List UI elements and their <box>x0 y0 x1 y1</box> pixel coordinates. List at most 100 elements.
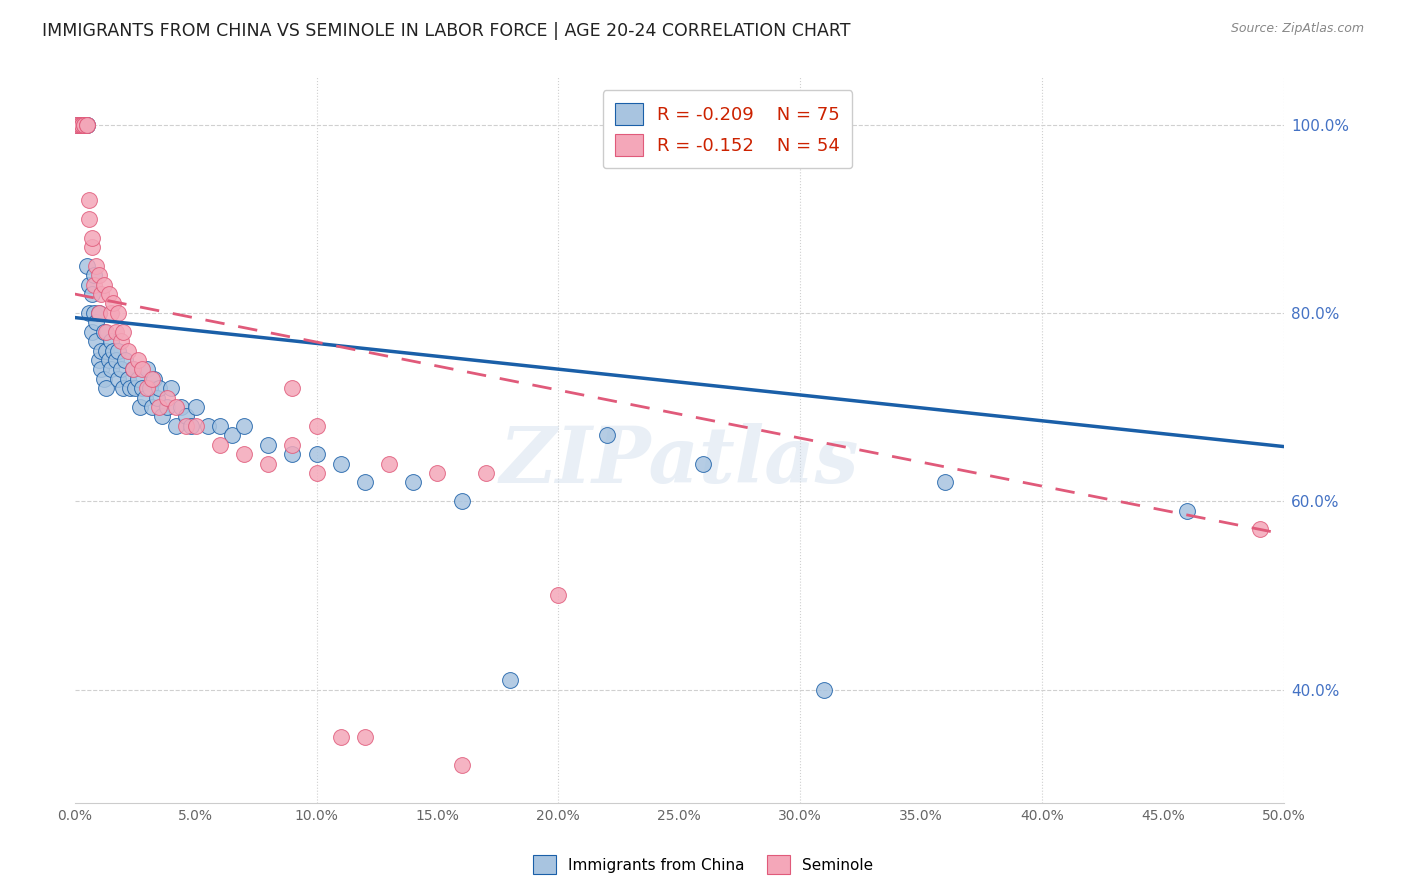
Point <box>73 118 96 132</box>
Point <box>94 343 117 358</box>
Point <box>281 447 304 461</box>
Point <box>329 730 352 744</box>
Point <box>90 343 112 358</box>
Point <box>184 400 207 414</box>
Point <box>76 118 98 132</box>
Point <box>121 362 143 376</box>
Point <box>80 230 103 244</box>
Point <box>155 391 177 405</box>
Point <box>121 362 143 376</box>
Point <box>208 438 231 452</box>
Point <box>104 353 127 368</box>
Point <box>134 391 156 405</box>
Point <box>136 362 159 376</box>
Point <box>93 372 115 386</box>
Point <box>354 475 377 490</box>
Point <box>93 277 115 292</box>
Point <box>180 418 202 433</box>
Point <box>120 381 142 395</box>
Point <box>69 118 91 132</box>
Point <box>114 353 136 368</box>
Text: ZIPatlas: ZIPatlas <box>499 424 859 500</box>
Point <box>73 118 96 132</box>
Point <box>87 268 110 283</box>
Point <box>69 118 91 132</box>
Point <box>77 211 100 226</box>
Point <box>127 353 149 368</box>
Point <box>107 306 129 320</box>
Point <box>66 118 89 132</box>
Point <box>475 466 498 480</box>
Point <box>73 118 96 132</box>
Point <box>233 447 256 461</box>
Point <box>103 343 125 358</box>
Point <box>402 475 425 490</box>
Point <box>80 287 103 301</box>
Text: IMMIGRANTS FROM CHINA VS SEMINOLE IN LABOR FORCE | AGE 20-24 CORRELATION CHART: IMMIGRANTS FROM CHINA VS SEMINOLE IN LAB… <box>42 22 851 40</box>
Point <box>93 325 115 339</box>
Point <box>87 353 110 368</box>
Point <box>174 409 197 424</box>
Point <box>233 418 256 433</box>
Point <box>70 118 93 132</box>
Point <box>155 400 177 414</box>
Point <box>426 466 449 480</box>
Point <box>221 428 243 442</box>
Point <box>170 400 193 414</box>
Legend: R = -0.209    N = 75, R = -0.152    N = 54: R = -0.209 N = 75, R = -0.152 N = 54 <box>603 90 852 169</box>
Point <box>70 118 93 132</box>
Point <box>107 343 129 358</box>
Point <box>83 268 105 283</box>
Point <box>378 457 401 471</box>
Point <box>90 287 112 301</box>
Point <box>94 325 117 339</box>
Point <box>127 372 149 386</box>
Point <box>354 730 377 744</box>
Point <box>100 306 122 320</box>
Point <box>90 362 112 376</box>
Point <box>77 277 100 292</box>
Point <box>80 325 103 339</box>
Point <box>160 381 183 395</box>
Point <box>107 372 129 386</box>
Point <box>305 447 328 461</box>
Point <box>131 381 153 395</box>
Point <box>76 259 98 273</box>
Point <box>87 306 110 320</box>
Point <box>596 428 619 442</box>
Point <box>100 334 122 348</box>
Point <box>110 334 132 348</box>
Point <box>141 372 163 386</box>
Point <box>94 381 117 395</box>
Point <box>143 372 166 386</box>
Point <box>136 381 159 395</box>
Point <box>499 673 522 687</box>
Point <box>86 259 108 273</box>
Point <box>100 362 122 376</box>
Point <box>305 418 328 433</box>
Point <box>69 118 91 132</box>
Point <box>83 277 105 292</box>
Point <box>86 315 108 329</box>
Point <box>87 306 110 320</box>
Point <box>450 757 472 772</box>
Point <box>141 400 163 414</box>
Point <box>131 362 153 376</box>
Point <box>329 457 352 471</box>
Point <box>117 343 139 358</box>
Point <box>208 418 231 433</box>
Point <box>1249 523 1271 537</box>
Point <box>112 325 135 339</box>
Point <box>97 287 120 301</box>
Point <box>117 372 139 386</box>
Point <box>83 306 105 320</box>
Point <box>165 400 187 414</box>
Point <box>110 362 132 376</box>
Point <box>80 240 103 254</box>
Point <box>257 457 280 471</box>
Point <box>104 325 127 339</box>
Point <box>69 118 91 132</box>
Point <box>197 418 219 433</box>
Point <box>305 466 328 480</box>
Point <box>66 118 89 132</box>
